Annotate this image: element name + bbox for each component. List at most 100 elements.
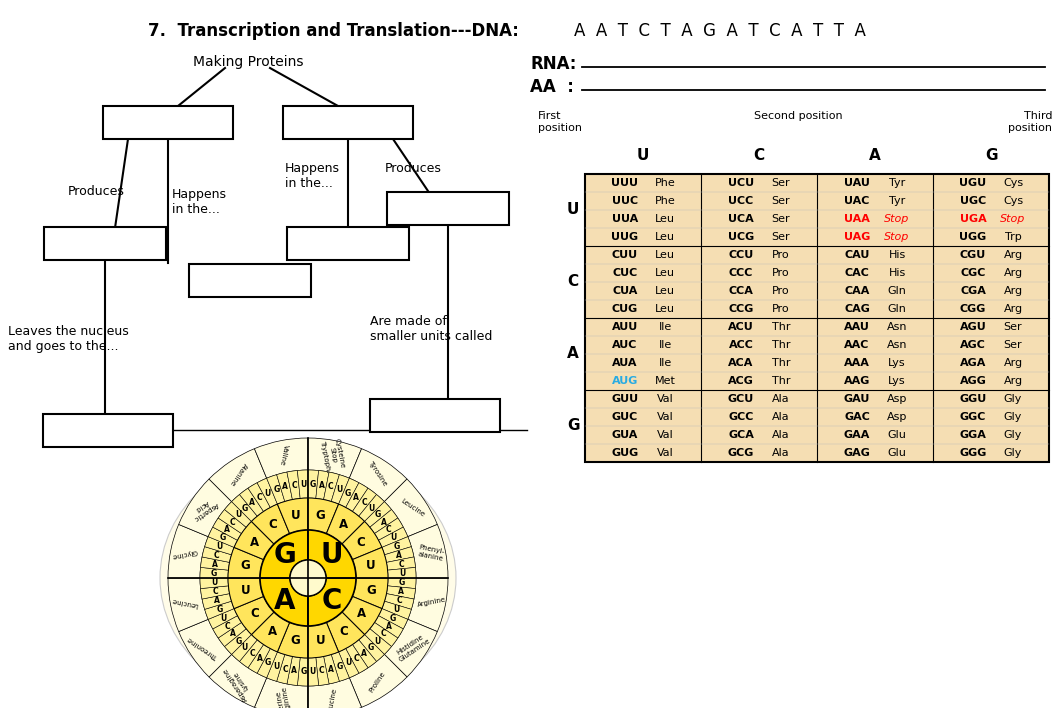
Wedge shape bbox=[308, 578, 356, 626]
Text: G: G bbox=[216, 605, 222, 614]
Text: GAA: GAA bbox=[844, 430, 870, 440]
Text: U: U bbox=[316, 634, 325, 647]
Text: Pro: Pro bbox=[772, 304, 790, 314]
Text: UGU: UGU bbox=[959, 178, 987, 188]
Text: CCU: CCU bbox=[729, 250, 754, 260]
Wedge shape bbox=[254, 678, 308, 708]
Wedge shape bbox=[287, 471, 300, 500]
Text: AGC: AGC bbox=[961, 340, 986, 350]
Text: C: C bbox=[385, 525, 392, 534]
Wedge shape bbox=[267, 474, 285, 504]
Text: C: C bbox=[396, 596, 402, 605]
Wedge shape bbox=[388, 567, 416, 578]
Text: Leucine: Leucine bbox=[399, 498, 426, 518]
Wedge shape bbox=[261, 530, 308, 578]
Wedge shape bbox=[384, 593, 414, 610]
Text: U: U bbox=[301, 479, 306, 489]
Text: AAG: AAG bbox=[844, 376, 870, 386]
Text: Leaves the nucleus
and goes to the...: Leaves the nucleus and goes to the... bbox=[8, 325, 129, 353]
Text: U: U bbox=[265, 489, 271, 498]
Text: U: U bbox=[366, 559, 376, 572]
Wedge shape bbox=[239, 640, 264, 668]
Wedge shape bbox=[168, 578, 209, 632]
Text: Ala: Ala bbox=[772, 412, 790, 422]
Text: Ser: Ser bbox=[772, 178, 790, 188]
Text: CUC: CUC bbox=[612, 268, 638, 278]
Wedge shape bbox=[364, 502, 392, 527]
Text: Val: Val bbox=[657, 448, 674, 458]
Text: G: G bbox=[375, 510, 381, 520]
Wedge shape bbox=[257, 649, 277, 678]
Text: UCA: UCA bbox=[729, 214, 754, 224]
Text: Val: Val bbox=[657, 394, 674, 404]
Text: Thr: Thr bbox=[772, 322, 790, 332]
Text: Happens
in the...: Happens in the... bbox=[172, 188, 227, 216]
Text: Ser: Ser bbox=[772, 196, 790, 206]
Text: CGU: CGU bbox=[959, 250, 986, 260]
Bar bbox=[44, 227, 166, 260]
Text: Arg: Arg bbox=[1004, 286, 1023, 296]
Wedge shape bbox=[370, 510, 398, 534]
Text: A: A bbox=[212, 560, 218, 569]
Text: Ser: Ser bbox=[1004, 340, 1022, 350]
Text: UAU: UAU bbox=[844, 178, 869, 188]
Wedge shape bbox=[382, 537, 411, 555]
Wedge shape bbox=[375, 616, 403, 638]
Wedge shape bbox=[225, 629, 251, 654]
Text: G: G bbox=[399, 578, 405, 587]
Text: U: U bbox=[220, 614, 227, 623]
Wedge shape bbox=[239, 489, 264, 516]
Text: C: C bbox=[319, 666, 325, 675]
Text: A: A bbox=[268, 624, 277, 638]
Text: Leu: Leu bbox=[656, 304, 675, 314]
Wedge shape bbox=[232, 494, 257, 521]
Wedge shape bbox=[316, 656, 329, 685]
Text: ACA: ACA bbox=[729, 358, 754, 368]
Text: A: A bbox=[398, 588, 403, 596]
Wedge shape bbox=[209, 449, 267, 502]
Text: U: U bbox=[291, 509, 301, 522]
Wedge shape bbox=[213, 616, 241, 638]
Text: UCG: UCG bbox=[728, 232, 754, 242]
Text: CAU: CAU bbox=[844, 250, 869, 260]
Text: Arg: Arg bbox=[1004, 358, 1023, 368]
Wedge shape bbox=[251, 612, 289, 652]
Text: C: C bbox=[354, 654, 359, 663]
Text: UGA: UGA bbox=[959, 214, 986, 224]
Text: CGA: CGA bbox=[961, 286, 986, 296]
Wedge shape bbox=[364, 629, 392, 654]
Text: Asparagine
Lysine: Asparagine Lysine bbox=[222, 663, 254, 702]
Text: G: G bbox=[211, 569, 217, 578]
Text: U: U bbox=[216, 542, 222, 551]
Wedge shape bbox=[200, 557, 230, 570]
Text: Arg: Arg bbox=[1004, 268, 1023, 278]
Text: GGA: GGA bbox=[959, 430, 986, 440]
Wedge shape bbox=[388, 578, 416, 588]
Text: G: G bbox=[273, 485, 280, 494]
Text: UAA: UAA bbox=[844, 214, 869, 224]
Text: A: A bbox=[568, 346, 579, 362]
Text: G: G bbox=[567, 418, 579, 433]
Wedge shape bbox=[342, 521, 382, 559]
Text: A: A bbox=[256, 654, 263, 663]
Wedge shape bbox=[370, 622, 398, 646]
Text: U: U bbox=[309, 668, 316, 676]
Text: Asn: Asn bbox=[886, 322, 908, 332]
Text: C: C bbox=[357, 536, 365, 549]
Text: Ala: Ala bbox=[772, 394, 790, 404]
Wedge shape bbox=[384, 547, 414, 562]
Text: C: C bbox=[257, 493, 263, 502]
Text: Thr: Thr bbox=[772, 358, 790, 368]
Text: U: U bbox=[240, 584, 250, 597]
Wedge shape bbox=[204, 537, 234, 555]
Wedge shape bbox=[298, 658, 308, 686]
Text: GCA: GCA bbox=[729, 430, 754, 440]
Text: U: U bbox=[241, 643, 248, 652]
Text: C: C bbox=[250, 607, 259, 620]
Wedge shape bbox=[375, 518, 403, 540]
Text: UGG: UGG bbox=[959, 232, 987, 242]
Text: CAC: CAC bbox=[845, 268, 869, 278]
Text: Leu: Leu bbox=[656, 232, 675, 242]
Text: A: A bbox=[214, 596, 220, 605]
Text: UAG: UAG bbox=[844, 232, 870, 242]
